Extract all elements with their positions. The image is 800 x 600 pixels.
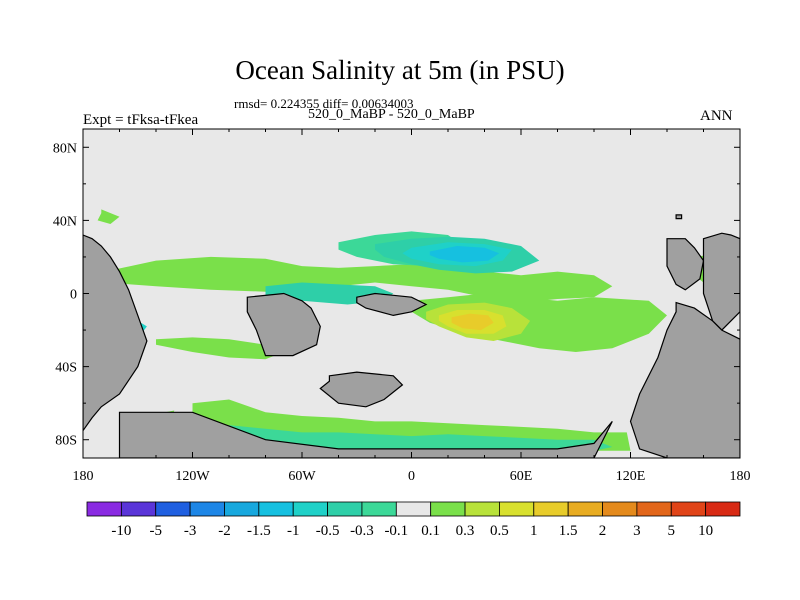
colorbar-swatch	[533, 501, 569, 517]
colorbar-swatch	[361, 501, 397, 517]
colorbar-label: 1	[530, 523, 538, 539]
x-tick-label: 180	[73, 469, 94, 484]
y-tick-label: 40N	[53, 214, 77, 229]
x-tick-label: 120W	[175, 469, 210, 484]
colorbar-swatch	[636, 501, 672, 517]
anomaly-region	[97, 209, 120, 224]
land-mass	[246, 292, 321, 357]
anomaly-region	[451, 313, 494, 331]
x-tick-label: 60W	[288, 469, 316, 484]
land-mass	[319, 371, 404, 408]
anomaly-region	[229, 425, 613, 451]
colorbar-label: -0.3	[350, 523, 374, 539]
x-tick-label: 180	[730, 469, 751, 484]
anomaly-region	[104, 256, 613, 303]
y-tick-label: 80N	[53, 141, 77, 156]
y-tick-label: 0	[70, 288, 77, 303]
colorbar-label: -1.5	[247, 523, 271, 539]
colorbar-label: -10	[111, 523, 131, 539]
colorbar-swatch	[395, 501, 432, 517]
colorbar-swatch	[430, 501, 466, 517]
colorbar-label: -5	[149, 523, 162, 539]
colorbar-swatch	[499, 501, 535, 517]
x-tick-label: 120E	[616, 469, 646, 484]
y-tick-label: 40S	[55, 361, 77, 376]
land-mass	[356, 292, 428, 317]
anomaly-region	[156, 337, 284, 360]
experiment-label: Expt = tFksa-tFkea	[83, 112, 199, 128]
colorbar-label: 3	[633, 523, 641, 539]
colorbar-swatch	[292, 501, 328, 517]
colorbar-swatch	[670, 501, 707, 517]
plot-background	[83, 129, 740, 458]
colorbar-label: 0.3	[456, 523, 475, 539]
colorbar-swatch	[189, 501, 225, 517]
colorbar-swatch	[567, 501, 603, 517]
colorbar-swatch	[120, 501, 157, 517]
land-mass	[118, 411, 613, 458]
y-tick-label: 80S	[55, 434, 77, 449]
map-layer	[83, 129, 740, 458]
colorbar-swatch	[224, 501, 260, 517]
land-mass	[629, 301, 740, 458]
colorbar-label: -0.5	[316, 523, 340, 539]
case-label: 520_0_MaBP - 520_0_MaBP	[308, 107, 475, 122]
land-mass	[83, 234, 148, 432]
land-mass	[702, 232, 740, 331]
colorbar-swatch	[602, 501, 638, 517]
colorbar-label: -2	[218, 523, 231, 539]
colorbar-swatch	[464, 501, 500, 517]
x-tick-label: 0	[408, 469, 415, 484]
season-label: ANN	[700, 108, 733, 124]
colorbar-label: 0.5	[490, 523, 509, 539]
land-mass	[675, 214, 683, 220]
colorbar-label: -3	[184, 523, 197, 539]
colorbar-swatch	[705, 501, 741, 517]
colorbar-label: 5	[668, 523, 676, 539]
colorbar-swatch	[155, 501, 191, 517]
colorbar-label: 10	[698, 523, 713, 539]
x-tick-label: 60E	[510, 469, 533, 484]
colorbar-label: 2	[599, 523, 607, 539]
colorbar-label: 0.1	[421, 523, 440, 539]
colorbar-label: -0.1	[384, 523, 408, 539]
colorbar-swatch	[327, 501, 363, 517]
colorbar-label: 1.5	[559, 523, 578, 539]
colorbar-swatch	[258, 501, 294, 517]
land-mass	[666, 238, 705, 291]
colorbar-label: -1	[287, 523, 300, 539]
colorbar-swatch	[86, 501, 122, 517]
stats-label: rmsd= 0.224355 diff= 0.00634003	[234, 96, 414, 111]
chart-title: Ocean Salinity at 5m (in PSU)	[235, 55, 565, 85]
anomaly-region	[429, 246, 500, 263]
